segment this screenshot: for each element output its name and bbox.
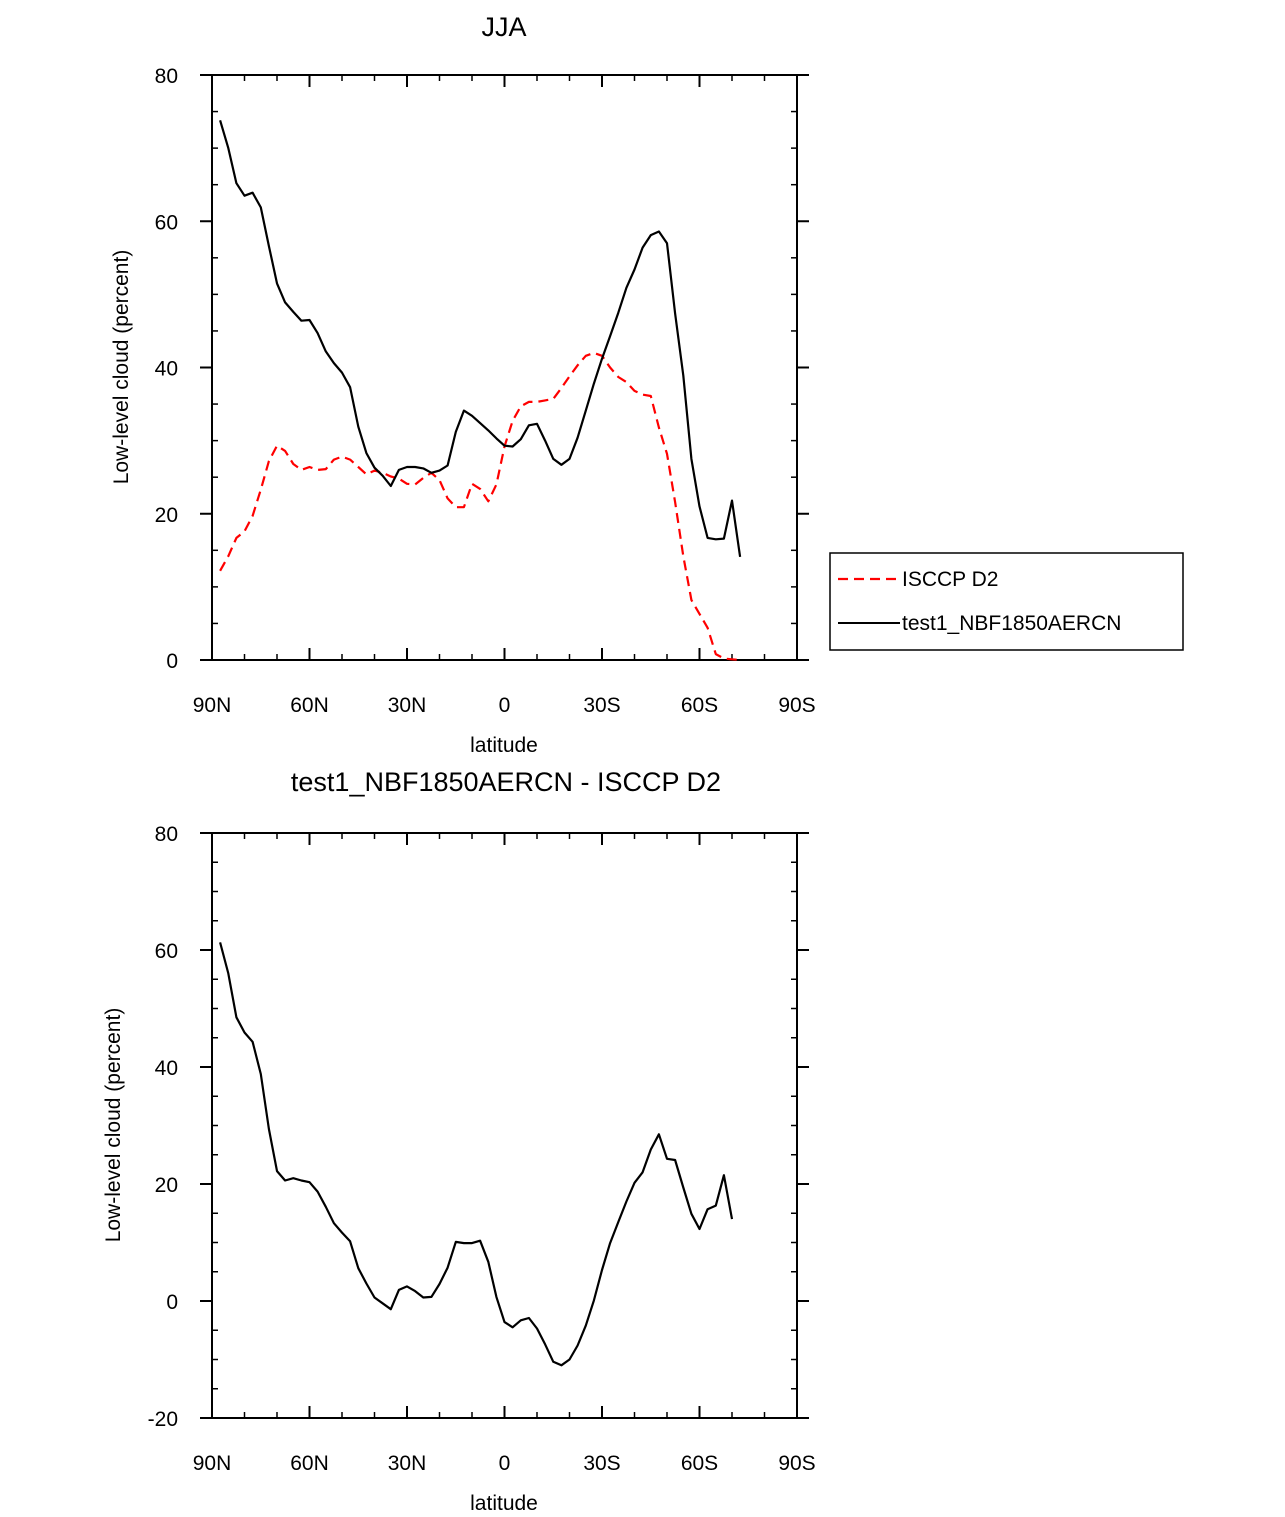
y-tick-label: 40 (155, 1057, 178, 1080)
x-axis-label: latitude (470, 1492, 538, 1515)
chart-title: JJA (481, 12, 526, 42)
y-axis-label: Low-level cloud (percent) (110, 250, 133, 485)
y-tick-label: 80 (155, 823, 178, 846)
x-tick-label: 60S (681, 694, 718, 717)
series-line-model (219, 942, 734, 1367)
y-tick-label: 0 (166, 1291, 178, 1314)
x-tick-label: 60S (681, 1452, 718, 1475)
tick-labels: 90N 60N 30N 0 30S 60S 90S -20 0 20 40 60 80 (148, 823, 816, 1475)
x-tick-label: 60N (290, 1452, 329, 1475)
y-tick-label: -20 (148, 1408, 178, 1431)
x-tick-label: 30S (583, 1452, 620, 1475)
plot-frame (211, 74, 798, 661)
tick-labels: 90N 60N 30N 0 30S 60S 90S 0 20 40 60 80 (155, 65, 816, 717)
top-chart-panel: JJA 90N 60N 30N 0 30S 60S 90S 0 20 40 60 80 latitud… (110, 12, 1184, 757)
plot-frame (211, 832, 798, 1419)
x-tick-label: 30N (388, 694, 427, 717)
y-tick-label: 80 (155, 65, 178, 88)
axis-ticks (200, 832, 809, 1419)
y-tick-label: 60 (155, 940, 178, 963)
series-layer (219, 119, 742, 662)
bottom-chart-panel: test1_NBF1850AERCN - ISCCP D2 90N 60N 30N 0… (102, 767, 816, 1515)
x-tick-label: 60N (290, 694, 329, 717)
y-tick-label: 40 (155, 358, 178, 381)
y-tick-label: 0 (166, 650, 178, 673)
x-tick-label: 90S (778, 1452, 815, 1475)
x-tick-label: 0 (499, 1452, 511, 1475)
y-axis-label: Low-level cloud (percent) (102, 1008, 125, 1243)
x-tick-label: 90N (193, 1452, 232, 1475)
x-tick-label: 90S (778, 694, 815, 717)
x-tick-label: 30S (583, 694, 620, 717)
axis-ticks (200, 74, 809, 661)
x-axis-label: latitude (470, 734, 538, 757)
series-line-isccp (219, 351, 741, 662)
x-tick-label: 30N (388, 1452, 427, 1475)
series-line-model (219, 119, 742, 558)
legend-box (829, 552, 1184, 651)
chart-title: test1_NBF1850AERCN - ISCCP D2 (291, 767, 721, 797)
y-tick-label: 20 (155, 1174, 178, 1197)
x-tick-label: 90N (193, 694, 232, 717)
legend-label-model: test1_NBF1850AERCN (902, 612, 1121, 635)
y-tick-label: 20 (155, 504, 178, 527)
series-layer (219, 942, 734, 1367)
x-tick-label: 0 (499, 694, 511, 717)
y-tick-label: 60 (155, 211, 178, 234)
legend-label-isccp: ISCCP D2 (902, 568, 998, 591)
legend: ISCCP D2 test1_NBF1850AERCN (829, 552, 1184, 651)
